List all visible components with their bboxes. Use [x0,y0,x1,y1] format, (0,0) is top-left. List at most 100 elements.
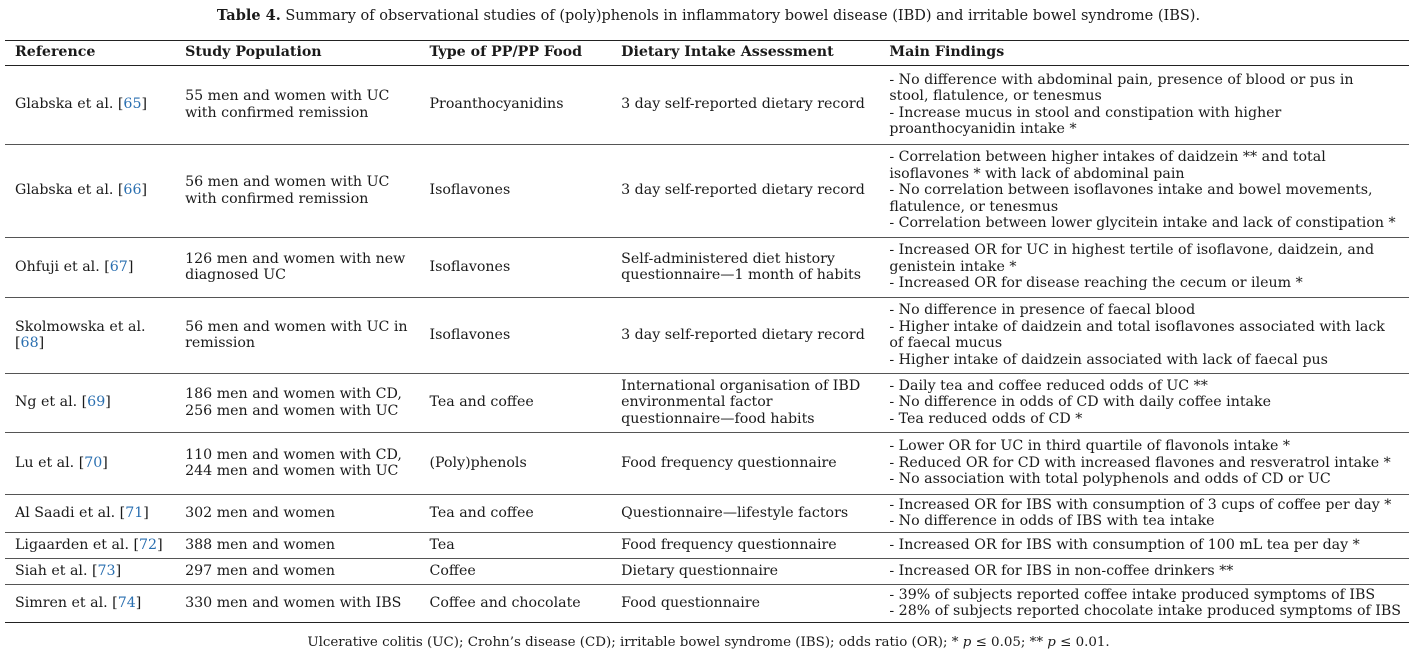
finding-line: - No difference in presence of faecal bl… [889,302,1196,318]
header-type: Type of PP/PP Food [419,40,612,66]
cell-dietary-assessment: International organisation of IBD environ… [611,373,880,433]
footnote-threshold-1: ≤ 0.05; ** [971,635,1048,650]
cell-type: Proanthocyanidins [419,65,612,145]
caption-text: Summary of observational studies of (pol… [280,8,1201,24]
assessment-line: 3 day self-reported dietary record [621,182,865,199]
cell-reference: Lu et al. [70] [5,432,176,495]
finding-line: - No difference in odds of CD with daily… [889,394,1271,411]
reference-bracket-close: ] [143,504,149,521]
citation-link[interactable]: 66 [123,182,142,199]
finding-line: genistein intake * [889,258,1017,275]
cell-dietary-assessment: Dietary questionnaire [611,558,880,585]
reference-author: Lu et al. [ [15,454,85,471]
finding-line: - Lower OR for UC in third quartile of f… [889,438,1290,455]
finding-line: - Higher intake of daidzein and total is… [889,318,1385,335]
finding-line: - Higher intake of daidzein associated w… [889,351,1328,368]
cell-type: Tea [419,532,612,559]
cell-dietary-assessment: Food questionnaire [611,584,880,623]
reference-author: Ligaarden et al. [ [15,536,140,553]
cell-type: (Poly)phenols [419,432,612,495]
cell-main-findings: - No difference in presence of faecal bl… [879,297,1409,374]
cell-type: Tea and coffee [419,373,612,433]
assessment-line: Food questionnaire [621,594,761,611]
citation-link[interactable]: 69 [87,394,106,411]
header-main-findings: Main Findings [879,40,1409,66]
cell-dietary-assessment: Questionnaire—lifestyle factors [611,494,880,533]
reference-bracket-close: ] [141,96,148,113]
header-study-population: Study Population [175,40,420,66]
assessment-line: Food frequency questionnaire [621,536,837,553]
reference-bracket-close: ] [141,182,148,199]
header-row: Reference Study Population Type of PP/PP… [5,40,1409,66]
citation-link[interactable]: 74 [117,594,136,611]
cell-type: Isoflavones [419,144,612,238]
table-row: Skolmowska et al. [68] 56 men and women wi… [5,297,1409,374]
table-row: Ligaarden et al. [72] 388 men and women Te… [5,532,1409,559]
footnote-threshold-2: ≤ 0.01. [1055,635,1110,650]
assessment-line: questionnaire—food habits [621,410,815,427]
population-line: 244 men and women with UC [185,463,399,479]
reference-bracket-close: ] [127,258,134,275]
cell-type: Coffee and chocolate [419,584,612,623]
reference-author: Ohfuji et al. [ [15,258,110,275]
cell-main-findings: - Lower OR for UC in third quartile of f… [879,432,1409,495]
reference-author: Siah et al. [ [15,562,98,579]
cell-main-findings: - Correlation between higher intakes of … [879,144,1409,238]
table-caption: Table 4. Summary of observational studie… [0,7,1417,24]
cell-reference: Glabska et al. [65] [5,65,176,145]
cell-dietary-assessment: Food frequency questionnaire [611,532,880,559]
footnote-text: Ulcerative colitis (UC); Crohn’s disease… [307,635,963,650]
population-line: 55 men and women with UC [185,88,390,104]
assessment-line: International organisation of IBD [621,377,861,394]
cell-type: Isoflavones [419,297,612,374]
finding-line: - No correlation between isoflavones int… [889,182,1373,199]
population-line: 256 men and women with UC [185,402,399,419]
cell-dietary-assessment: Food frequency questionnaire [611,432,880,495]
cell-study-population: 330 men and women with IBS [175,584,420,623]
citation-link[interactable]: 71 [125,504,144,521]
finding-line: - No difference with abdominal pain, pre… [889,71,1354,88]
finding-line: - Daily tea and coffee reduced odds of U… [889,377,1208,394]
finding-line: - 28% of subjects reported chocolate int… [889,603,1401,619]
cell-main-findings: - No difference with abdominal pain, pre… [879,65,1409,145]
cell-main-findings: - Increased OR for UC in highest tertile… [879,237,1409,298]
caption-label: Table 4. [216,7,281,24]
citation-link[interactable]: 73 [97,562,116,579]
header-dietary-assessment: Dietary Intake Assessment [611,40,880,66]
population-line: 56 men and women with UC in [185,318,408,335]
footnote-p: p [1047,635,1056,650]
finding-line: - No difference in odds of IBS with tea … [889,513,1215,529]
finding-line: - No association with total polyphenols … [889,471,1331,488]
citation-link[interactable]: 67 [109,258,128,275]
finding-line: - Increased OR for IBS with consumption … [889,496,1392,513]
table-body: Glabska et al. [65] 55 men and women with… [5,65,1409,623]
population-line: 297 men and women [185,562,336,579]
table-row: Al Saadi et al. [71] 302 men and women Tea… [5,494,1409,533]
population-line: 110 men and women with CD, [185,446,402,463]
finding-line: - Correlation between lower glycitein in… [889,215,1396,232]
reference-author: Skolmowska et al. [15,318,146,335]
finding-line: proanthocyanidin intake * [889,121,1077,137]
cell-study-population: 55 men and women with UC with confirmed r… [175,65,420,145]
reference-bracket-open: [ [15,335,21,351]
finding-line: - Reduced OR for CD with increased flavo… [889,454,1391,471]
population-line: 388 men and women [185,536,336,553]
finding-line: of faecal mucus [889,335,1003,351]
citation-link[interactable]: 72 [139,536,158,553]
finding-line: - Increased OR for UC in highest tertile… [889,242,1375,259]
cell-reference: Ng et al. [69] [5,373,176,433]
cell-main-findings: - 39% of subjects reported coffee intake… [879,584,1409,623]
studies-table: Reference Study Population Type of PP/PP… [5,40,1409,623]
reference-author: Glabska et al. [ [15,96,124,113]
assessment-line: questionnaire—1 month of habits [621,267,861,283]
cell-main-findings: - Increased OR for IBS with consumption … [879,532,1409,559]
cell-study-population: 297 men and women [175,558,420,585]
finding-line: stool, flatulence, or tenesmus [889,88,1102,104]
cell-study-population: 388 men and women [175,532,420,559]
cell-study-population: 126 men and women with new diagnosed UC [175,237,420,298]
citation-link[interactable]: 70 [84,454,103,471]
citation-link[interactable]: 68 [20,335,39,351]
citation-link[interactable]: 65 [123,96,142,113]
table-row: Lu et al. [70] 110 men and women with CD,… [5,432,1409,495]
table-row: Siah et al. [73] 297 men and women Coffee D… [5,558,1409,585]
